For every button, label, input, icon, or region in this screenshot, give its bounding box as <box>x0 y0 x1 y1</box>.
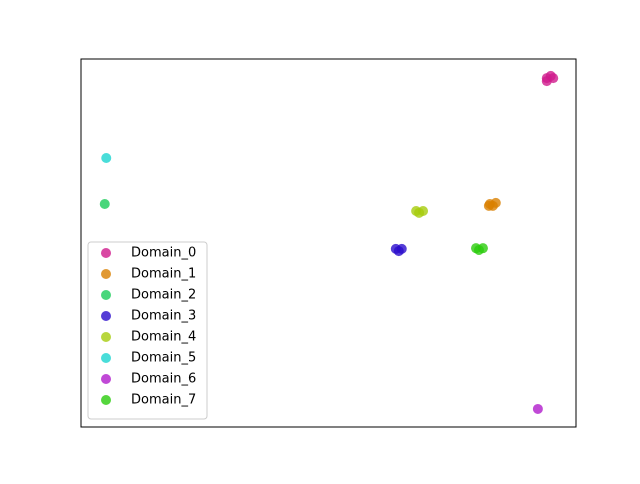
point <box>541 76 552 87</box>
legend-label: Domain_6 <box>131 372 196 387</box>
point <box>483 200 494 211</box>
legend-label: Domain_5 <box>131 351 196 366</box>
legend-box <box>87 241 208 420</box>
legend-marker <box>101 269 111 279</box>
legend-marker <box>101 248 111 258</box>
legend-marker <box>101 311 111 321</box>
legend-marker <box>101 395 111 405</box>
point <box>99 198 110 209</box>
legend-label: Domain_4 <box>131 330 196 345</box>
plot-frame <box>80 58 577 428</box>
legend-marker <box>101 332 111 342</box>
legend-marker <box>101 353 111 363</box>
point <box>101 152 112 163</box>
legend-label: Domain_1 <box>131 267 196 282</box>
point <box>473 244 484 255</box>
point <box>414 207 425 218</box>
legend-label: Domain_0 <box>131 246 196 261</box>
legend-marker <box>101 374 111 384</box>
point <box>393 246 404 257</box>
point <box>532 403 543 414</box>
legend-label: Domain_3 <box>131 309 196 324</box>
legend-marker <box>101 290 111 300</box>
legend-label: Domain_7 <box>131 393 196 408</box>
legend-label: Domain_2 <box>131 288 196 303</box>
